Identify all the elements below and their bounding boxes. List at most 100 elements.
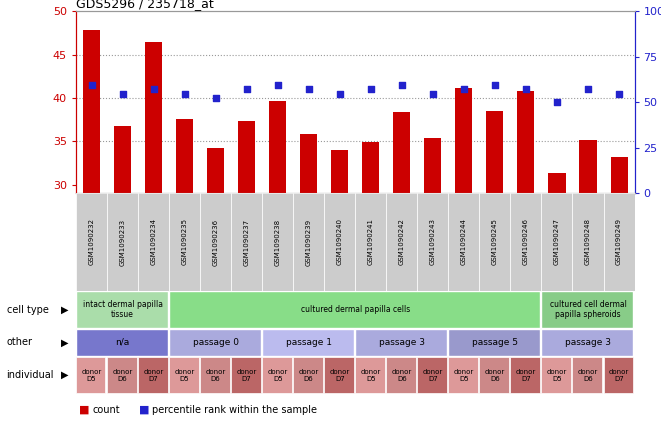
Bar [145, 42, 162, 193]
Text: ▶: ▶ [61, 305, 68, 315]
Point [397, 82, 407, 88]
Text: GSM1090249: GSM1090249 [616, 218, 622, 266]
FancyBboxPatch shape [541, 193, 572, 291]
Text: donor
D7: donor D7 [143, 369, 164, 382]
FancyBboxPatch shape [510, 193, 541, 291]
FancyBboxPatch shape [169, 357, 198, 393]
FancyBboxPatch shape [541, 291, 633, 328]
FancyBboxPatch shape [572, 357, 602, 393]
Bar [362, 142, 379, 193]
Text: intact dermal papilla
tissue: intact dermal papilla tissue [83, 300, 163, 319]
Text: donor
D5: donor D5 [453, 369, 474, 382]
Point [521, 86, 531, 93]
Bar [114, 126, 131, 193]
Text: ▶: ▶ [61, 370, 68, 380]
FancyBboxPatch shape [603, 193, 635, 291]
Text: passage 0: passage 0 [192, 338, 239, 347]
Text: ■: ■ [139, 405, 149, 415]
Text: GSM1090246: GSM1090246 [523, 218, 529, 266]
Text: GSM1090233: GSM1090233 [120, 218, 126, 266]
Text: donor
D5: donor D5 [81, 369, 102, 382]
FancyBboxPatch shape [386, 357, 416, 393]
Point [272, 82, 283, 88]
Text: donor
D6: donor D6 [206, 369, 226, 382]
Text: GSM1090234: GSM1090234 [151, 218, 157, 266]
FancyBboxPatch shape [200, 193, 231, 291]
Bar [207, 148, 224, 193]
Text: GSM1090243: GSM1090243 [430, 218, 436, 266]
Point [86, 82, 97, 88]
Bar [238, 121, 255, 193]
Text: donor
D6: donor D6 [578, 369, 598, 382]
Point [459, 86, 469, 93]
Point [490, 82, 500, 88]
FancyBboxPatch shape [169, 291, 540, 328]
Bar [176, 119, 193, 193]
Point [303, 86, 314, 93]
FancyBboxPatch shape [262, 357, 292, 393]
Point [179, 91, 190, 97]
Point [241, 86, 252, 93]
FancyBboxPatch shape [76, 193, 107, 291]
Text: donor
D6: donor D6 [485, 369, 505, 382]
FancyBboxPatch shape [541, 357, 571, 393]
Text: donor
D5: donor D5 [361, 369, 381, 382]
Bar [611, 157, 627, 193]
FancyBboxPatch shape [479, 357, 509, 393]
FancyBboxPatch shape [356, 329, 447, 356]
Point [552, 99, 563, 106]
Bar [424, 138, 442, 193]
Text: cultured dermal papilla cells: cultured dermal papilla cells [301, 305, 410, 314]
Text: GDS5296 / 235718_at: GDS5296 / 235718_at [76, 0, 214, 10]
Text: GSM1090247: GSM1090247 [554, 218, 560, 266]
Point [210, 95, 221, 102]
Text: ■: ■ [79, 405, 90, 415]
Point [614, 91, 625, 97]
Bar [300, 135, 317, 193]
Text: GSM1090235: GSM1090235 [182, 218, 188, 266]
FancyBboxPatch shape [541, 329, 633, 356]
FancyBboxPatch shape [169, 193, 200, 291]
Text: cell type: cell type [7, 305, 48, 315]
FancyBboxPatch shape [325, 193, 356, 291]
Text: GSM1090237: GSM1090237 [244, 218, 250, 266]
Bar [549, 173, 566, 193]
Text: GSM1090241: GSM1090241 [368, 218, 374, 266]
Text: GSM1090240: GSM1090240 [336, 218, 343, 266]
FancyBboxPatch shape [293, 357, 323, 393]
FancyBboxPatch shape [76, 329, 167, 356]
Text: GSM1090248: GSM1090248 [585, 218, 591, 266]
Bar [331, 150, 348, 193]
Point [366, 86, 376, 93]
Text: donor
D6: donor D6 [392, 369, 412, 382]
FancyBboxPatch shape [107, 357, 137, 393]
FancyBboxPatch shape [262, 193, 293, 291]
Text: GSM1090232: GSM1090232 [89, 218, 95, 266]
FancyBboxPatch shape [76, 291, 167, 328]
FancyBboxPatch shape [293, 193, 325, 291]
Text: GSM1090242: GSM1090242 [399, 219, 405, 265]
Bar [486, 111, 504, 193]
Text: donor
D5: donor D5 [547, 369, 567, 382]
Point [583, 86, 594, 93]
FancyBboxPatch shape [479, 193, 510, 291]
FancyBboxPatch shape [262, 329, 354, 356]
FancyBboxPatch shape [448, 357, 478, 393]
Point [428, 91, 438, 97]
FancyBboxPatch shape [325, 357, 354, 393]
Bar [518, 91, 535, 193]
FancyBboxPatch shape [200, 357, 229, 393]
FancyBboxPatch shape [572, 193, 603, 291]
FancyBboxPatch shape [603, 357, 633, 393]
Text: passage 3: passage 3 [565, 338, 611, 347]
FancyBboxPatch shape [356, 357, 385, 393]
Text: donor
D6: donor D6 [299, 369, 319, 382]
Bar [580, 140, 596, 193]
Text: individual: individual [7, 370, 54, 380]
Bar [393, 112, 410, 193]
Text: passage 5: passage 5 [472, 338, 518, 347]
Text: ▶: ▶ [61, 338, 68, 347]
Text: donor
D5: donor D5 [268, 369, 288, 382]
Bar [83, 30, 100, 193]
Text: percentile rank within the sample: percentile rank within the sample [152, 405, 317, 415]
